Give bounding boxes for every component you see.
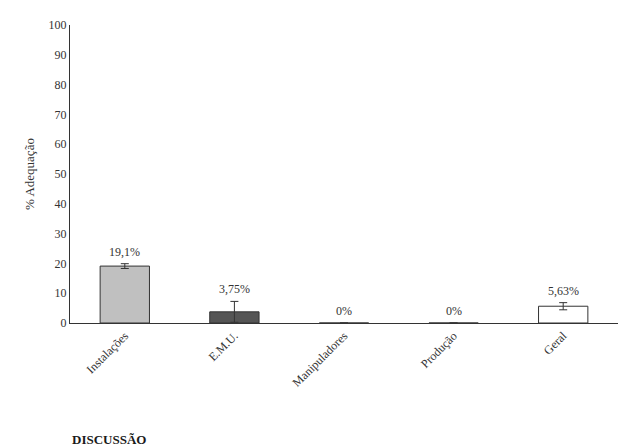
svg-text:90: 90: [55, 48, 67, 62]
svg-text:10: 10: [55, 286, 67, 300]
svg-text:70: 70: [55, 108, 67, 122]
svg-text:0%: 0%: [446, 304, 462, 318]
svg-text:5,63%: 5,63%: [548, 284, 579, 298]
svg-text:Geral: Geral: [541, 328, 570, 357]
svg-text:Manipuladores: Manipuladores: [290, 329, 351, 390]
svg-text:100: 100: [49, 18, 67, 32]
svg-text:60: 60: [55, 137, 67, 151]
svg-text:30: 30: [55, 227, 67, 241]
svg-text:80: 80: [55, 78, 67, 92]
svg-text:50: 50: [55, 167, 67, 181]
svg-text:0: 0: [61, 316, 67, 330]
svg-text:20: 20: [55, 257, 67, 271]
svg-text:Instalações: Instalações: [84, 329, 132, 377]
svg-text:0%: 0%: [336, 304, 352, 318]
svg-text:% Adequação: % Adequação: [22, 138, 37, 210]
svg-text:Produção: Produção: [418, 329, 460, 371]
svg-text:DISCUSSÃO: DISCUSSÃO: [72, 432, 146, 447]
svg-text:40: 40: [55, 197, 67, 211]
svg-text:E.M.U.: E.M.U.: [206, 329, 241, 364]
svg-text:19,1%: 19,1%: [109, 245, 140, 259]
svg-text:3,75%: 3,75%: [219, 282, 250, 296]
